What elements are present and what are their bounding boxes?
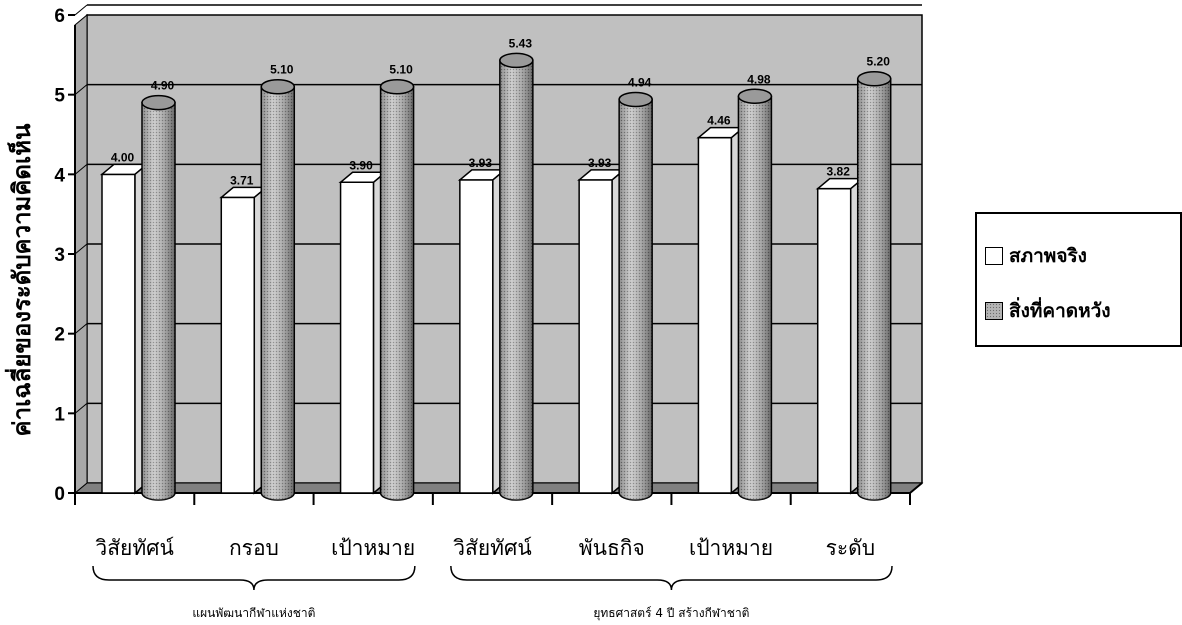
bar-expected-cap [737,88,773,105]
data-label-expected: 4.94 [628,75,652,89]
y-tick-label: 4 [54,165,65,186]
data-label-actual: 3.82 [827,165,851,179]
data-label-expected: 5.10 [270,63,294,77]
y-axis-title: ค่าเฉลี่ยของระดับความคิดเห็น [4,123,36,436]
data-label-expected: 5.10 [389,63,413,77]
bar-expected [856,70,892,501]
bar-actual [338,170,388,495]
bar-actual-front [578,179,613,494]
data-label-actual: 3.71 [230,173,254,187]
y-tick-label: 0 [54,484,65,505]
bar-actual-front [459,179,494,494]
bar-expected-cap [141,94,176,111]
bar-actual-front [101,173,136,494]
data-label-actual: 4.46 [707,114,731,128]
y-tick-label: 5 [54,86,65,107]
x-category-label: ระดับ [826,536,876,560]
bar-actual [815,177,865,495]
gridline-side [74,323,88,335]
group-label: ยุทธศาสตร์ 4 ปี สร้างกีฬาชาติ [593,606,749,621]
x-category-label: เป้าหมาย [331,536,415,560]
bar-actual-front [339,181,375,494]
bar-actual-front [816,187,852,494]
legend-item-actual: สภาพจริง [985,241,1087,271]
bar-expected-shade [738,96,772,500]
data-label-expected: 4.90 [151,79,175,93]
bar-actual-front [220,196,256,494]
y-tick-label: 2 [54,325,65,346]
bar-actual [219,185,269,495]
gridline-side [74,243,88,255]
data-label-actual: 3.93 [588,156,612,170]
data-label-actual: 3.90 [349,158,373,172]
gridline-side [74,163,88,175]
data-label-actual: 3.93 [469,156,493,170]
bars [99,52,892,501]
gridline-side [74,4,88,16]
bar-expected-shade [857,78,891,500]
bar-actual [99,162,150,495]
data-label-expected: 5.20 [867,55,891,69]
legend-item-expected: สิ่งที่คาดหวัง [985,296,1111,326]
bar-expected-cap [499,52,534,69]
bar-expected [379,78,415,501]
data-labels: 4.00 4.90 3.71 5.10 3.90 5.10 3.93 5.43 3.93 4.94… [111,36,890,187]
legend-label-actual: สภาพจริง [1009,245,1087,267]
bar-chart: 4.00 4.90 3.71 5.10 3.90 5.10 3.93 5.43 3.93 4.94… [4,4,924,621]
group-brace [92,565,416,591]
bar-expected-shade [499,60,533,500]
y-tick-label: 3 [54,245,65,266]
x-category-label: เป้าหมาย [689,536,773,560]
y-tick-label: 6 [54,6,65,27]
x-category-label: วิสัยทัศน์ [95,536,174,560]
bar-expected-shade [261,86,295,500]
bar-actual [457,168,507,495]
legend: สภาพจริง สิ่งที่คาดหวัง [975,212,1182,347]
bar-expected-cap [379,78,415,95]
x-category-label: วิสัยทัศน์ [453,536,532,560]
x-axis-end [909,482,923,494]
x-category-label: กรอบ [229,536,279,560]
bar-expected [499,52,534,501]
bar-expected [141,94,176,501]
bar-expected [260,78,296,501]
gridline-side [74,84,88,96]
bar-expected-cap [618,91,653,108]
group-braces: แผนพัฒนากีฬาแห่งชาติ ยุทธศาสตร์ 4 ปี สร้า… [92,565,893,621]
legend-swatch-actual [985,247,1003,265]
y-tick-labels: 0 1 2 3 4 5 6 [54,6,65,505]
bar-expected-shade [380,86,414,500]
x-category-labels: วิสัยทัศน์ กรอบ เป้าหมาย วิสัยทัศน์ พันธกิจ เ… [95,536,875,560]
group-brace [450,565,893,591]
bar-expected-shade [142,102,175,500]
data-label-actual: 4.00 [111,150,135,164]
bar-expected-cap [260,78,296,95]
bar-expected [737,88,773,501]
data-label-expected: 5.43 [509,36,533,50]
bar-expected [618,91,653,501]
y-tick-label: 1 [54,404,65,425]
bar-expected-shade [619,99,653,501]
data-label-expected: 4.98 [747,72,771,86]
bar-actual-front [697,136,733,494]
bar-actual [696,126,746,495]
bar-expected-cap [856,70,892,87]
bar-actual [577,168,627,495]
gridline-side [74,402,88,414]
x-category-label: พันธกิจ [579,536,645,560]
legend-swatch-expected [985,302,1003,320]
legend-label-expected: สิ่งที่คาดหวัง [1009,300,1111,322]
group-label: แผนพัฒนากีฬาแห่งชาติ [192,606,315,620]
